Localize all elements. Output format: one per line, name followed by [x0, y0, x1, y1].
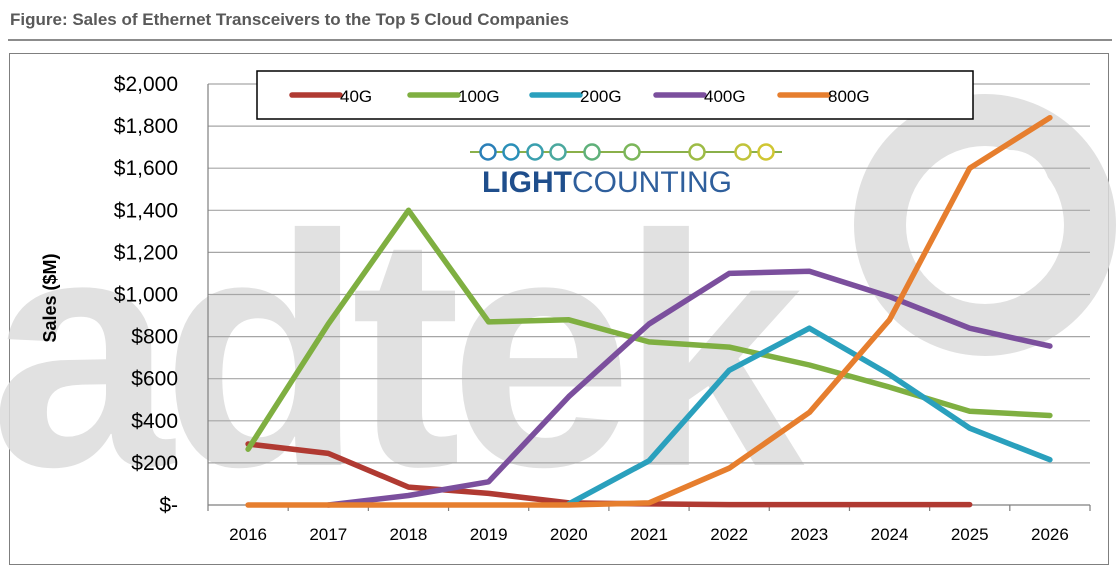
x-tick-label: 2025: [951, 525, 989, 544]
series-lines: [245, 114, 1053, 508]
x-tick-label: 2016: [229, 525, 267, 544]
logo-text: LIGHTCOUNTING: [482, 166, 732, 199]
y-tick-label: $1,800: [114, 115, 178, 138]
logo-bead: [549, 143, 567, 161]
title-rule: [8, 39, 1112, 41]
legend-label: 400G: [704, 87, 746, 106]
logo-bead: [757, 143, 775, 161]
logo-bead: [479, 143, 497, 161]
legend-label: 200G: [580, 87, 622, 106]
y-tick-label: $1,200: [114, 241, 178, 264]
logo-bead: [688, 143, 706, 161]
lightcounting-logo: LIGHTCOUNTING: [470, 143, 782, 199]
legend-label: 800G: [828, 87, 870, 106]
logo-bead: [734, 143, 752, 161]
y-tick-labels: $- $200 $400 $600 $800 $1,000 $1,200 $1,400 $1,6…: [114, 73, 178, 517]
y-tick-label: $2,000: [114, 73, 178, 96]
y-tick-label: $400: [131, 410, 178, 433]
watermark: adtek: [0, 94, 1116, 535]
legend-box: [256, 70, 974, 120]
x-tick-label: 2026: [1031, 525, 1069, 544]
x-tick-label: 2018: [390, 525, 428, 544]
logo-text-light: COUNTING: [572, 166, 732, 199]
legend: 40G 100G 200G 400G 800G: [256, 70, 974, 120]
logo-bead: [502, 143, 520, 161]
watermark-swirl-icon: [854, 94, 1116, 356]
x-tick-label: 2022: [710, 525, 748, 544]
y-tick-label: $200: [131, 452, 178, 475]
y-tick-label: $1,400: [114, 199, 178, 222]
y-tick-label: $600: [131, 368, 178, 391]
series-line-800g: [245, 114, 1053, 508]
logo-text-bold: LIGHT: [482, 166, 572, 199]
x-tick-label: 2024: [871, 525, 909, 544]
watermark-text: adtek: [0, 166, 806, 535]
y-axis-label: Sales ($M): [40, 253, 60, 342]
y-tick-label: $1,600: [114, 157, 178, 180]
figure-title: Figure: Sales of Ethernet Transceivers t…: [10, 10, 569, 29]
chart-frame: [9, 53, 1109, 565]
y-tick-label: $800: [131, 326, 178, 349]
x-tick-labels: 2016 2017 2018 2019 2020 2021 2022 2023 2024 2025…: [229, 525, 1069, 544]
x-tick-label: 2017: [309, 525, 347, 544]
logo-bead: [526, 143, 544, 161]
y-tick-label: $1,000: [114, 284, 178, 307]
logo-bead: [623, 143, 641, 161]
y-tick-label: $-: [159, 494, 178, 517]
x-tick-label: 2020: [550, 525, 588, 544]
x-tick-label: 2023: [790, 525, 828, 544]
legend-label: 100G: [458, 87, 500, 106]
x-tick-label: 2019: [470, 525, 508, 544]
legend-label: 40G: [340, 87, 372, 106]
logo-bead: [583, 143, 601, 161]
x-tick-label: 2021: [630, 525, 668, 544]
series-line-400g: [325, 268, 1053, 508]
series-line-200g: [566, 325, 1053, 507]
